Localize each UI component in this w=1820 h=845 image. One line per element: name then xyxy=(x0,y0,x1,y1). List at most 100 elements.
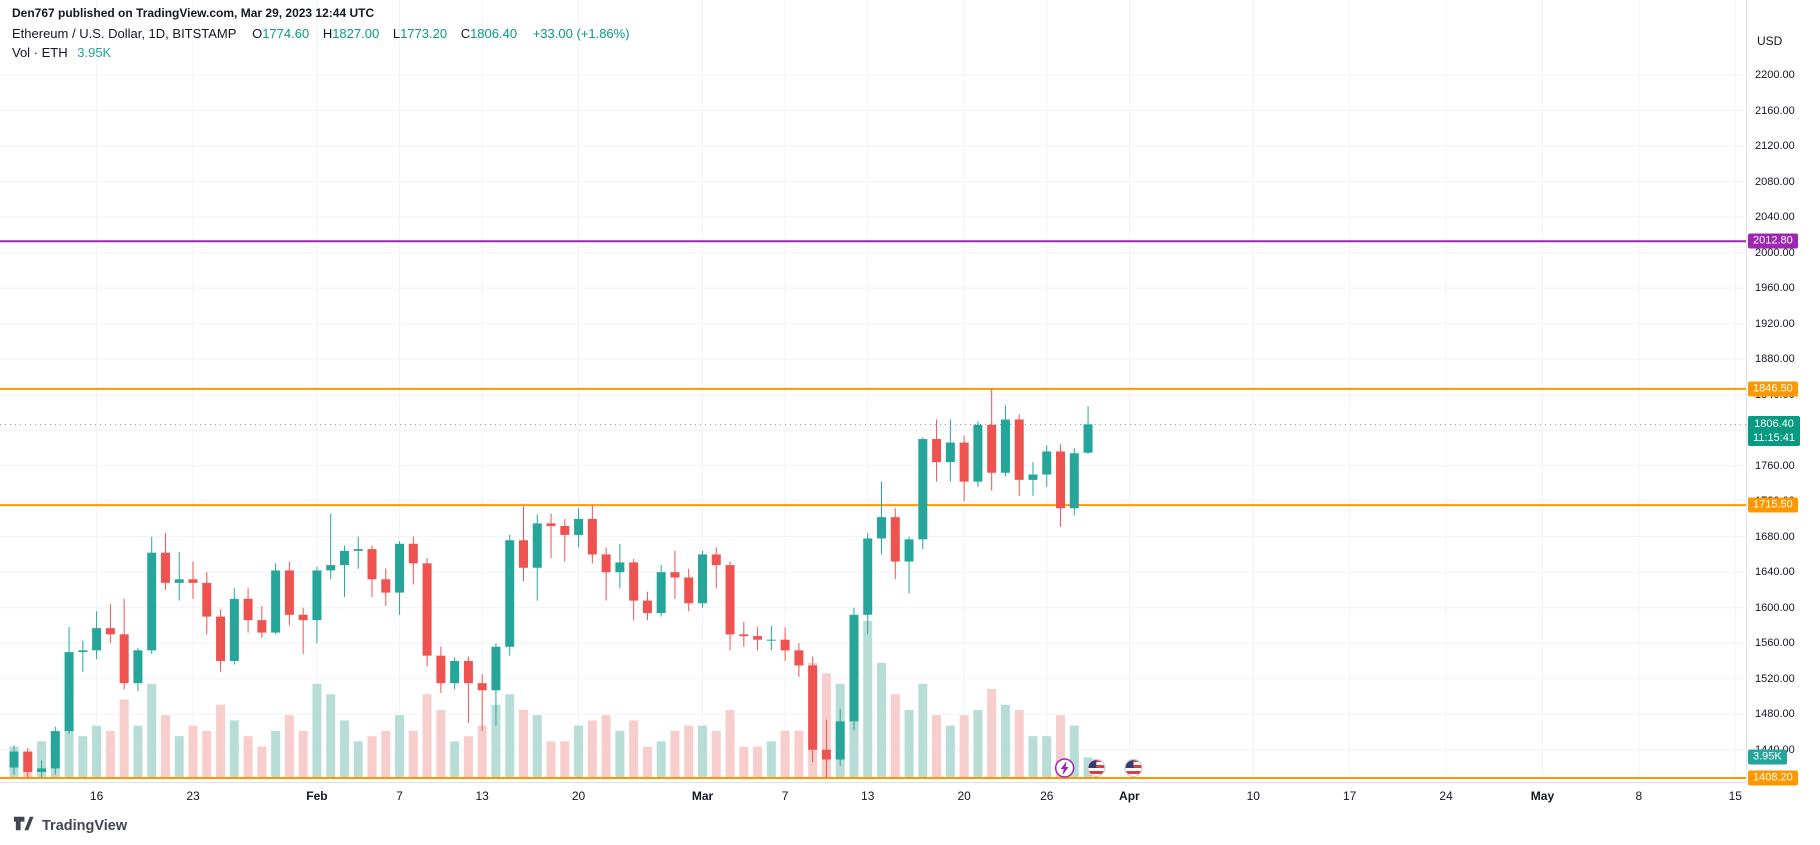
volume-bar xyxy=(656,741,666,778)
candle-body xyxy=(629,562,639,601)
candle-body xyxy=(1014,419,1024,480)
volume-bar xyxy=(1000,704,1010,778)
volume-bar xyxy=(505,694,515,778)
publish-header: Den767 published on TradingView.com, Mar… xyxy=(12,6,375,20)
volume-bar xyxy=(753,746,763,778)
candle-body xyxy=(546,523,556,527)
event-marker-us-flag-icon[interactable] xyxy=(1087,758,1106,778)
candle-body xyxy=(808,665,818,750)
volume-bar xyxy=(271,730,281,778)
volume-value: 3.95K xyxy=(77,45,112,60)
candle-body xyxy=(92,628,102,651)
time-tick-label: 16 xyxy=(89,789,104,803)
candle-body xyxy=(890,517,900,562)
price-tick-label: 1680.00 xyxy=(1755,530,1795,543)
price-level-badge: 1715.50 xyxy=(1748,497,1798,513)
volume-bar xyxy=(491,704,501,778)
price-tick-label: 1480.00 xyxy=(1755,708,1795,721)
volume-value-badge: 3.95K xyxy=(1748,749,1787,765)
candle-body xyxy=(532,523,542,568)
candle-body xyxy=(587,518,597,555)
candle-body xyxy=(1028,474,1038,480)
volume-bar xyxy=(284,715,294,778)
volume-bar xyxy=(119,699,129,778)
price-tick-label: 2080.00 xyxy=(1755,175,1795,188)
volume-bar xyxy=(395,715,405,778)
candle-body xyxy=(505,540,515,647)
volume-bar xyxy=(698,725,707,778)
candle-body xyxy=(174,579,184,583)
candle-body xyxy=(257,620,267,633)
volume-bar xyxy=(725,709,735,778)
volume-bar xyxy=(1042,736,1052,778)
last-price-badge: 1806.40 11:15:41 xyxy=(1748,416,1801,447)
volume-bar xyxy=(312,683,322,778)
candle-body xyxy=(436,655,446,684)
volume-label: Vol · ETH xyxy=(12,45,68,60)
volume-bar xyxy=(1056,715,1066,778)
candle-body xyxy=(725,565,735,635)
symbol-title[interactable]: Ethereum / U.S. Dollar, 1D, BITSTAMP xyxy=(12,26,237,41)
price-chart[interactable]: Ethereum / U.S. Dollar, 1D, BITSTAMP O17… xyxy=(0,0,1746,782)
candle-body xyxy=(202,582,212,617)
volume-bar xyxy=(766,741,776,778)
volume-bar xyxy=(92,725,102,778)
candle-body xyxy=(1000,419,1010,473)
time-tick-label: Feb xyxy=(306,789,328,803)
volume-bar xyxy=(64,694,74,778)
candle-body xyxy=(271,570,281,633)
candle-body xyxy=(491,646,501,691)
tradingview-footer-link[interactable]: TradingView xyxy=(12,812,127,840)
ohlc-high: H1827.00 xyxy=(322,26,380,41)
axis-vertical-separator xyxy=(1746,0,1747,783)
candle-body xyxy=(1056,451,1066,509)
price-level-badge: 1408.20 xyxy=(1748,770,1798,786)
volume-bar xyxy=(243,736,253,778)
candle-body xyxy=(904,539,914,562)
volume-bar xyxy=(188,725,198,778)
candle-body xyxy=(656,572,666,614)
volume-bar xyxy=(574,725,584,778)
time-tick-label: 7 xyxy=(396,789,403,803)
time-tick-label: 10 xyxy=(1246,789,1260,803)
price-level-badge: 2012.80 xyxy=(1748,233,1798,249)
time-tick-label: 20 xyxy=(957,789,971,803)
chart-canvas[interactable] xyxy=(0,0,1746,782)
time-tick-label: 26 xyxy=(1040,789,1054,803)
event-marker-lightning-icon[interactable] xyxy=(1054,758,1075,778)
volume-bar xyxy=(257,746,267,778)
volume-bar xyxy=(229,720,239,778)
time-tick-label: Apr xyxy=(1119,789,1140,803)
candle-body xyxy=(229,598,239,661)
price-tick-label: 1560.00 xyxy=(1755,637,1795,650)
candle-body xyxy=(518,540,528,568)
volume-bar xyxy=(615,730,625,778)
candle-body xyxy=(147,552,157,651)
volume-bar xyxy=(877,662,887,778)
volume-bar xyxy=(532,715,542,778)
time-axis[interactable]: 16 23 Feb 7 13 20 Mar 7 13 20 26 Apr 10 17 24 May 8 15 xyxy=(0,783,1746,811)
price-axis[interactable]: USD 2200.00 2160.00 2120.00 2080.00 2040.00 2… xyxy=(1747,0,1820,845)
time-tick-label: 17 xyxy=(1343,789,1357,803)
price-level-badge: 1846.50 xyxy=(1748,381,1798,397)
candle-body xyxy=(50,731,60,769)
volume-bar xyxy=(78,736,88,778)
candle-body xyxy=(684,577,694,604)
time-tick-label: 24 xyxy=(1439,789,1453,803)
event-marker-us-flag-icon[interactable] xyxy=(1124,758,1143,778)
last-price-value: 1806.40 xyxy=(1754,418,1794,431)
volume-bar xyxy=(546,741,556,778)
volume-bar xyxy=(904,709,914,778)
volume-bar xyxy=(642,746,652,778)
candle-body xyxy=(312,570,322,621)
ohlc-low: L1773.20 xyxy=(392,26,448,41)
volume-bar xyxy=(463,736,473,778)
volume-bar xyxy=(987,689,997,778)
volume-bar xyxy=(973,709,983,778)
price-tick-label: 2160.00 xyxy=(1755,104,1795,117)
candle-body xyxy=(133,650,143,684)
volume-bar xyxy=(37,741,47,778)
volume-bar xyxy=(174,736,184,778)
axis-horizontal-separator xyxy=(0,782,1820,783)
time-tick-label: 15 xyxy=(1728,789,1742,803)
